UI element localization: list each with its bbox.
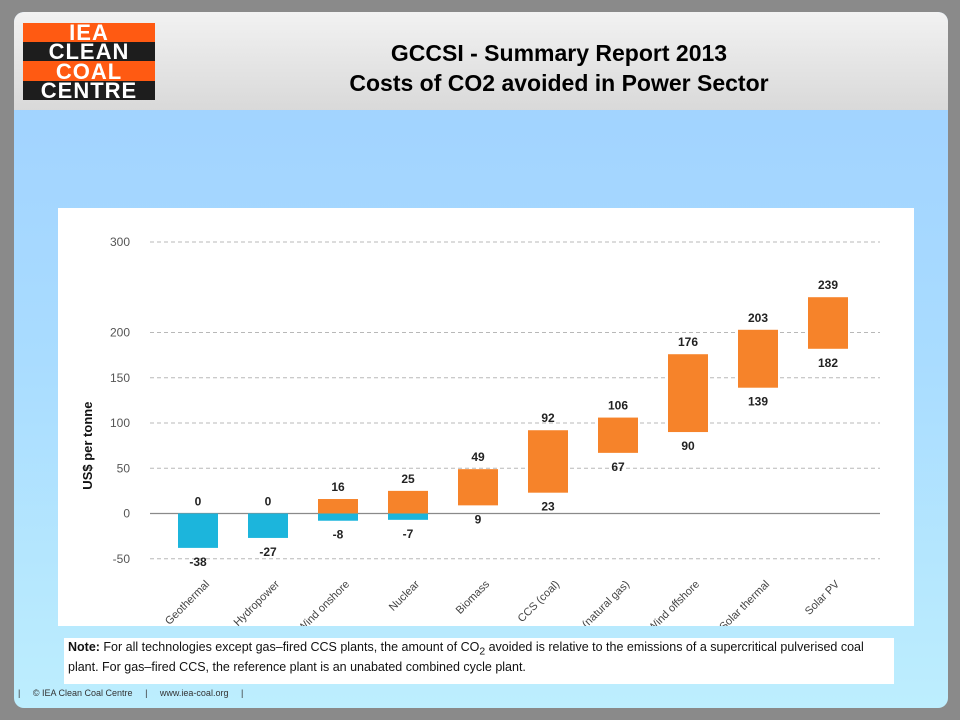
footer-copyright: © IEA Clean Coal Centre [32, 688, 133, 698]
bar-positive [598, 417, 638, 453]
note-label: Note: [68, 640, 100, 654]
bar-negative [388, 513, 428, 520]
x-tick-label: Wind offshore [646, 578, 702, 626]
bar-positive [668, 354, 708, 433]
data-label-low: -27 [259, 545, 277, 559]
bar-negative [178, 513, 218, 548]
bar-positive [318, 499, 358, 514]
title-line-2: Costs of CO2 avoided in Power Sector [349, 70, 769, 96]
data-label-low: 9 [475, 512, 482, 526]
y-axis-label: US$ per tonne [80, 402, 95, 490]
y-tick-label: 200 [110, 326, 130, 340]
data-label-high: 16 [331, 480, 345, 494]
x-tick-label: Solar thermal [717, 578, 772, 626]
x-tick-label: CCS (natural gas) [561, 578, 632, 626]
footer-sep-3: | [240, 688, 244, 698]
data-label-low: 139 [748, 395, 768, 409]
cost-range-chart: -50 0 50 100 150 200 300 US$ per tonne 0 -38 Geoth… [80, 235, 880, 649]
data-label-low: 90 [681, 439, 695, 453]
logo-line-3: COAL [55, 59, 123, 84]
x-tick-label: Nuclear [387, 578, 423, 614]
footer-website: www.iea-coal.org [159, 688, 229, 698]
bar-positive [738, 329, 778, 388]
data-label-high: 0 [265, 495, 272, 509]
bar-negative [318, 513, 358, 521]
y-tick-label: 150 [110, 371, 130, 385]
x-tick-label: Biomass [454, 578, 493, 617]
header: IEA CLEAN COAL CENTRE GCCSI - Summary Re… [14, 12, 948, 110]
x-tick-label: CCS (coal) [516, 578, 563, 625]
y-tick-label: 300 [110, 235, 130, 249]
x-tick-label: Wind onshore [296, 578, 352, 626]
slide-title: GCCSI - Summary Report 2013 Costs of CO2… [194, 38, 924, 98]
y-tick-label: 50 [117, 461, 131, 475]
y-tick-label: 100 [110, 416, 130, 430]
footer-sep-2: | [145, 688, 148, 698]
data-label-low: 23 [541, 500, 555, 514]
logo-line-4: CENTRE [40, 78, 138, 103]
data-label-high: 49 [471, 450, 485, 464]
data-label-high: 25 [401, 472, 415, 486]
data-label-high: 0 [195, 495, 202, 509]
note-text-a: For all technologies except gas–fired CC… [99, 640, 480, 654]
data-label-low: 67 [611, 460, 625, 474]
slide: IEA CLEAN COAL CENTRE GCCSI - Summary Re… [14, 12, 948, 708]
data-label-low: -7 [403, 527, 414, 541]
footer: | © IEA Clean Coal Centre | www.iea-coal… [18, 688, 253, 698]
note-subscript: 2 [479, 646, 486, 658]
bar-negative [248, 513, 288, 538]
x-tick-label: Geothermal [163, 578, 212, 626]
iea-clean-coal-centre-logo: IEA CLEAN COAL CENTRE [23, 20, 155, 103]
title-line-1: GCCSI - Summary Report 2013 [390, 40, 728, 66]
footer-sep-1: | [18, 688, 21, 698]
x-tick-label: Solar PV [803, 578, 843, 618]
logo-line-2: CLEAN [48, 39, 130, 64]
note-text-b: avoided is relative to the emissions of … [68, 640, 864, 674]
data-label-low: 182 [818, 356, 838, 370]
bar-positive [458, 469, 498, 506]
data-label-high: 106 [608, 399, 628, 413]
bar-positive [388, 490, 428, 514]
bar-positive [528, 430, 568, 493]
bar-positive [808, 297, 848, 349]
data-label-low: -38 [189, 555, 207, 569]
data-label-high: 176 [678, 335, 698, 349]
note-box: Note: For all technologies except gas–fi… [64, 638, 894, 684]
x-tick-label: Hydropower [232, 578, 283, 626]
data-label-low: -8 [333, 528, 344, 542]
y-tick-label: -50 [113, 552, 131, 566]
data-label-high: 239 [818, 278, 838, 292]
data-label-high: 203 [748, 311, 768, 325]
data-label-high: 92 [541, 411, 555, 425]
y-tick-label: 0 [123, 507, 130, 521]
logo-line-1: IEA [69, 20, 109, 45]
chart-panel: -50 0 50 100 150 200 300 US$ per tonne 0 -38 Geoth… [58, 208, 914, 649]
